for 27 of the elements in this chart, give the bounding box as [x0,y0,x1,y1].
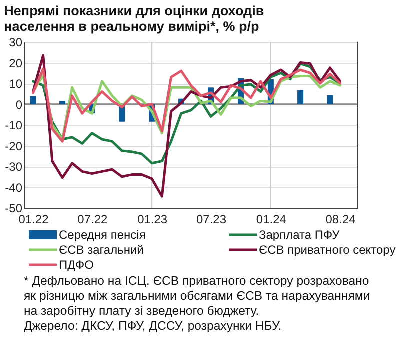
y-tick-label: 30 [9,36,23,50]
y-tick-label: 20 [9,56,23,70]
legend-label: ЄСВ приватного сектору [259,243,396,257]
x-tick-label: 01.22 [18,212,50,226]
bar [298,90,304,104]
x-tick-label: 07.22 [78,212,108,226]
y-tick-label: 10 [9,77,23,91]
x-tick-label: 08.24 [326,212,356,226]
bar [30,96,36,104]
y-tick-label: 0 [16,98,23,112]
x-tick-label: 01.23 [138,212,168,226]
y-tick-label: -20 [5,139,23,154]
y-tick-label: -10 [5,118,23,132]
x-tick-label: 07.23 [196,212,227,226]
y-tick-label: -50 [5,202,23,216]
x-tick-label: 01.24 [256,212,287,226]
legend-label: Середня пенсія [59,228,146,242]
bar [60,101,66,104]
text: * Дефльовано на ІСЦ. ЄСВ приватного сектору розраховано як різницю між загальними обсягами ЄСВ та нарахуваннями на заробітну плату зі зведеного бюджету. [24,274,370,318]
legend-label: Зарплата ПФУ [259,228,340,242]
y-tick-label: -30 [5,160,23,174]
bar [327,95,334,104]
legend-label: ПДФО [59,258,94,272]
legend-label: ЄСВ загальний [59,243,144,257]
text: Джерело: ДКСУ, ПФУ, ДССУ, розрахунки НБУ. [24,319,282,333]
chart-title: Непрямі показники для оцінки доходів населення в реальному вимірі*, % р/р [4,4,264,34]
y-tick-label: -40 [5,180,23,195]
